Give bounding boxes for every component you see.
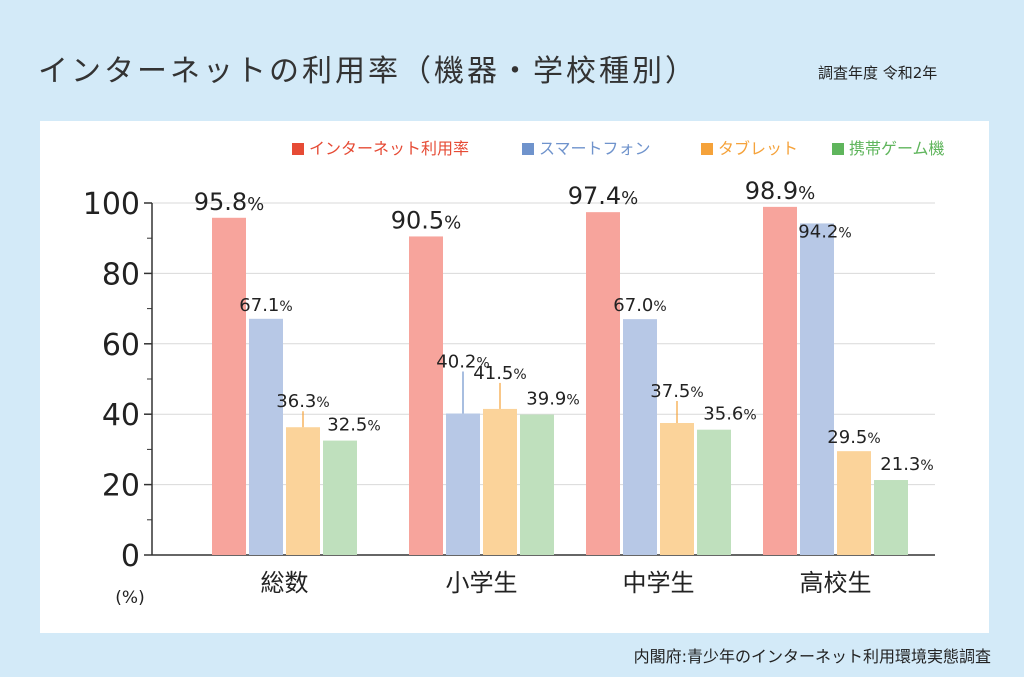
x-category-label: 小学生 bbox=[446, 569, 518, 597]
data-label: 67.1% bbox=[239, 295, 292, 316]
data-label: 21.3% bbox=[880, 454, 933, 475]
y-tick-label: 60 bbox=[102, 328, 140, 363]
bar bbox=[286, 427, 320, 555]
bar bbox=[763, 206, 797, 555]
bar bbox=[837, 451, 871, 555]
data-label: 36.3% bbox=[276, 391, 329, 412]
data-label: 95.8% bbox=[194, 188, 265, 216]
bar-chart: 0 20 40 60 80 100 (%) インターネット利用率 スマートフォン タブレット 携帯ゲ… bbox=[83, 139, 945, 608]
data-label: 32.5% bbox=[327, 415, 380, 436]
legend-label: タブレット bbox=[718, 139, 798, 158]
y-unit-label: (%) bbox=[115, 588, 144, 608]
bar bbox=[409, 236, 443, 555]
data-label: 67.0% bbox=[613, 295, 666, 316]
data-label: 35.6% bbox=[703, 404, 756, 425]
data-label: 90.5% bbox=[391, 206, 462, 234]
legend-swatch bbox=[701, 143, 713, 155]
data-label: 94.2% bbox=[798, 221, 851, 242]
data-label: 37.5% bbox=[650, 381, 703, 402]
y-tick-label: 80 bbox=[102, 257, 140, 292]
x-category-label: 総数 bbox=[261, 569, 309, 597]
chart-panel: 0 20 40 60 80 100 (%) インターネット利用率 スマートフォン タブレット 携帯ゲ… bbox=[40, 121, 989, 633]
data-label: 41.5% bbox=[473, 363, 526, 384]
bar bbox=[800, 223, 834, 555]
y-tick-label: 0 bbox=[121, 539, 140, 574]
bar bbox=[697, 429, 731, 555]
survey-year: 調査年度 令和2年 bbox=[818, 64, 938, 82]
data-label: 39.9% bbox=[526, 389, 579, 410]
legend-label: 携帯ゲーム機 bbox=[849, 139, 945, 158]
bar bbox=[520, 414, 554, 555]
bar bbox=[623, 319, 657, 555]
bar bbox=[586, 212, 620, 555]
data-label: 98.9% bbox=[745, 177, 816, 205]
bar bbox=[660, 423, 694, 555]
source-note: 内閣府:青少年のインターネット利用環境実態調査 bbox=[633, 647, 991, 666]
data-label: 40.2% bbox=[436, 351, 489, 372]
legend-swatch bbox=[292, 143, 304, 155]
bar bbox=[249, 318, 283, 555]
bar bbox=[446, 413, 480, 555]
bar bbox=[323, 440, 357, 555]
legend-swatch bbox=[522, 143, 534, 155]
legend-label: スマートフォン bbox=[539, 139, 651, 158]
bar bbox=[212, 217, 246, 555]
legend-label: インターネット利用率 bbox=[309, 139, 469, 158]
bar bbox=[483, 408, 517, 555]
data-label: 29.5% bbox=[827, 427, 880, 448]
legend-swatch bbox=[832, 143, 844, 155]
chart-title: インターネットの利用率（機器・学校種別） bbox=[38, 54, 698, 89]
y-tick-label: 100 bbox=[83, 187, 140, 222]
x-category-label: 中学生 bbox=[623, 569, 695, 597]
y-tick-label: 40 bbox=[102, 398, 140, 433]
x-category-label: 高校生 bbox=[800, 569, 872, 597]
bar bbox=[874, 480, 908, 555]
y-tick-label: 20 bbox=[102, 469, 140, 504]
data-label: 97.4% bbox=[568, 182, 639, 210]
